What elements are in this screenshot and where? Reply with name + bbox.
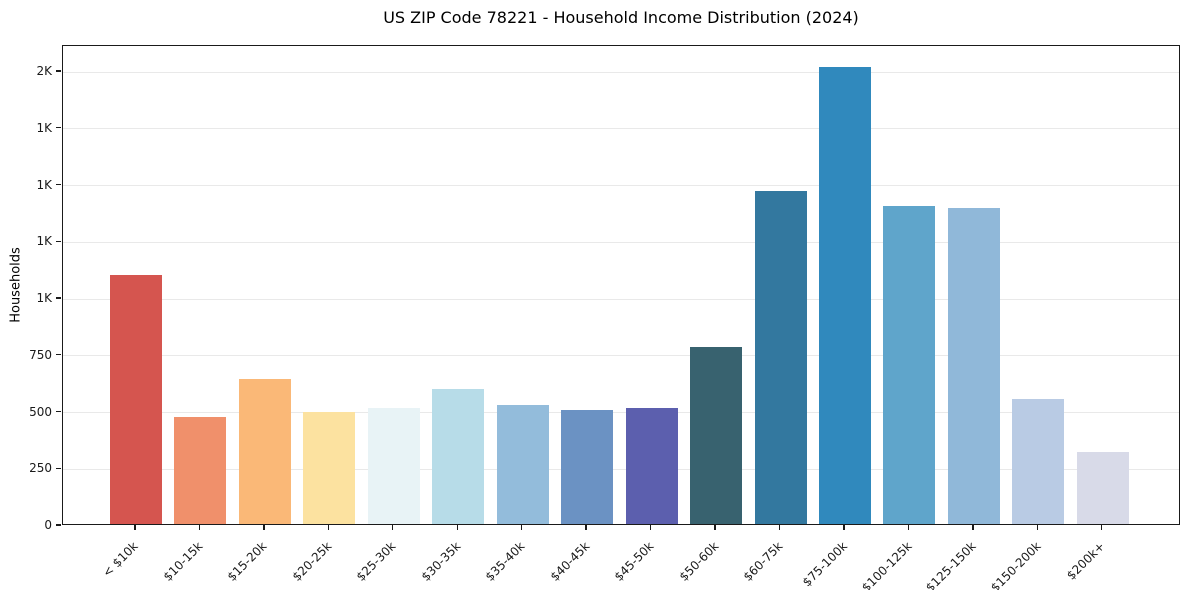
x-tick-label: $15-20k xyxy=(224,539,270,584)
y-tick-mark xyxy=(56,410,61,413)
x-tick-label: $125-150k xyxy=(923,539,979,590)
bar xyxy=(174,417,227,524)
bar xyxy=(1076,452,1129,524)
y-tick-label: 750 xyxy=(29,347,52,362)
x-tick-label: $20-25k xyxy=(289,539,335,584)
y-tick-mark xyxy=(56,183,61,186)
bar xyxy=(367,408,420,524)
x-tick-mark xyxy=(972,525,974,530)
y-tick-mark xyxy=(56,70,61,72)
x-tick-label: $50-60k xyxy=(676,539,721,584)
x-tick-mark xyxy=(521,525,523,530)
x-tick-label: $200k+ xyxy=(1064,539,1108,583)
x-tick-mark xyxy=(778,525,781,530)
x-tick-label: $150-200k xyxy=(987,539,1044,590)
x-tick-label: $60-75k xyxy=(740,539,786,584)
plot-area xyxy=(62,45,1180,525)
bar xyxy=(690,347,743,524)
bar xyxy=(238,379,291,524)
gridline xyxy=(63,71,1179,73)
x-tick-label: $40-45k xyxy=(547,539,593,584)
x-tick-label: $45-50k xyxy=(611,539,657,584)
bar xyxy=(947,208,1000,524)
gridline xyxy=(63,185,1179,186)
bar xyxy=(625,408,678,524)
y-tick-label: 0 xyxy=(44,518,52,532)
x-tick-label: $100-125k xyxy=(858,539,915,590)
bar xyxy=(432,389,485,524)
y-tick-label: 1K xyxy=(36,291,52,305)
x-tick-mark xyxy=(198,525,201,530)
x-tick-mark xyxy=(649,525,652,530)
x-tick-label: $25-30k xyxy=(353,539,399,584)
bar xyxy=(1012,399,1065,524)
x-tick-label: $75-100k xyxy=(799,539,850,590)
x-tick-label: $30-35k xyxy=(418,539,464,584)
y-tick-label: 1K xyxy=(36,120,52,135)
y-axis-label: Households xyxy=(8,247,24,323)
gridline xyxy=(63,468,1179,470)
bar xyxy=(303,412,356,524)
bar xyxy=(818,67,871,524)
y-tick-label: 250 xyxy=(29,461,52,476)
gridline xyxy=(63,412,1179,413)
bar xyxy=(883,206,936,524)
y-tick-label: 1K xyxy=(36,177,52,192)
x-tick-mark xyxy=(134,525,136,530)
x-tick-mark xyxy=(843,525,845,530)
y-tick-mark xyxy=(56,524,61,526)
x-tick-mark xyxy=(585,525,587,530)
y-tick-label: 2K xyxy=(36,64,52,78)
y-tick-mark xyxy=(56,297,61,299)
bar xyxy=(496,405,549,524)
x-tick-mark xyxy=(907,525,910,530)
y-tick-mark xyxy=(56,127,61,129)
x-tick-mark xyxy=(1101,525,1103,530)
gridline xyxy=(63,298,1179,300)
x-tick-mark xyxy=(327,525,330,530)
x-tick-mark xyxy=(1036,525,1038,530)
x-tick-mark xyxy=(714,525,716,530)
x-tick-mark xyxy=(392,525,394,530)
gridline xyxy=(63,355,1179,357)
bar xyxy=(110,275,162,524)
y-tick-mark xyxy=(56,240,61,242)
x-tick-mark xyxy=(263,525,265,530)
y-tick-label: 1K xyxy=(36,234,52,249)
bar xyxy=(754,191,807,524)
y-tick-mark xyxy=(56,467,61,469)
x-tick-label: < $10k xyxy=(100,539,141,580)
gridline xyxy=(63,241,1179,243)
x-tick-label: $35-40k xyxy=(482,539,528,584)
chart-title: US ZIP Code 78221 - Household Income Dis… xyxy=(383,8,859,27)
y-tick-label: 500 xyxy=(29,404,52,419)
x-tick-mark xyxy=(456,525,458,530)
bar xyxy=(561,410,614,524)
x-tick-label: $10-15k xyxy=(160,539,206,584)
gridline xyxy=(63,128,1179,130)
y-tick-mark xyxy=(56,354,61,356)
